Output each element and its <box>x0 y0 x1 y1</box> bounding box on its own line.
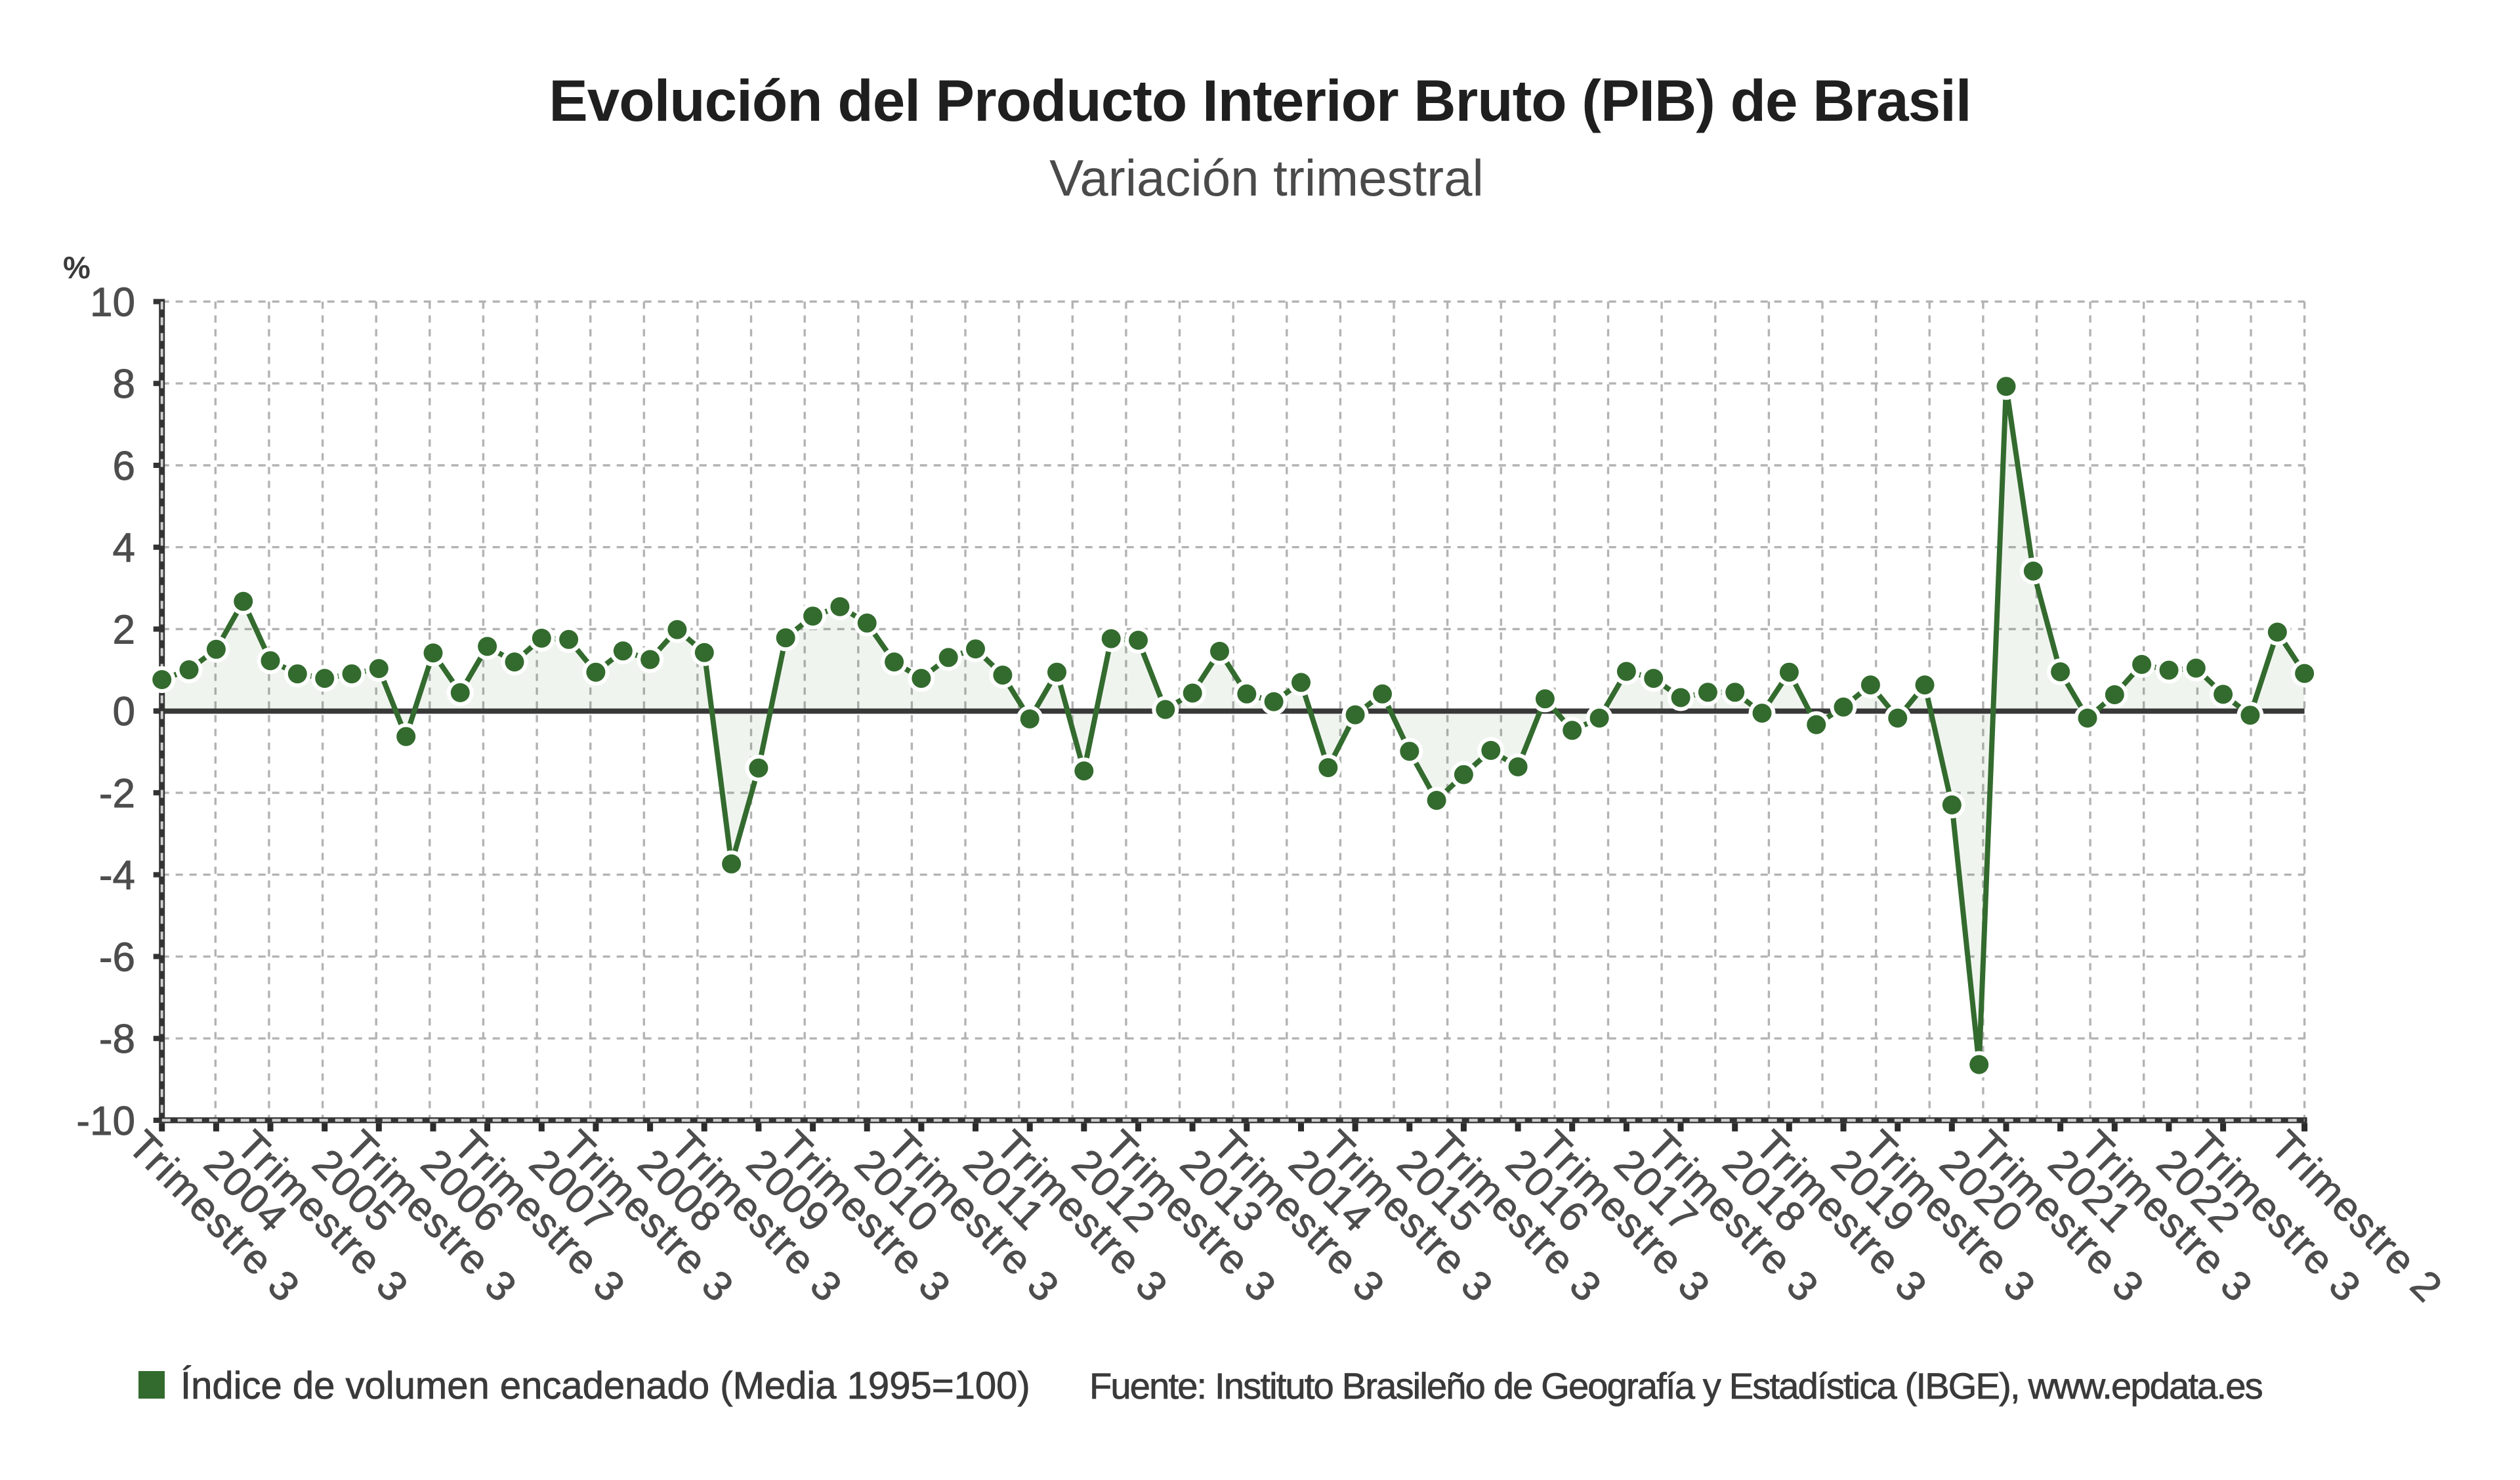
svg-text:-2: -2 <box>99 771 135 816</box>
svg-text:-10: -10 <box>76 1099 135 1144</box>
svg-text:2: 2 <box>113 608 135 653</box>
svg-text:Variación trimestral: Variación trimestral <box>1049 149 1484 207</box>
svg-text:-6: -6 <box>99 935 135 980</box>
svg-text:Índice de volumen encadenado (: Índice de volumen encadenado (Media 1995… <box>180 1364 1030 1407</box>
svg-text:6: 6 <box>113 444 135 489</box>
svg-text:Evolución del Producto Interio: Evolución del Producto Interior Bruto (P… <box>549 68 1971 133</box>
svg-text:Fuente: Instituto Brasileño de: Fuente: Instituto Brasileño de Geografía… <box>1089 1365 2262 1406</box>
svg-text:8: 8 <box>113 362 135 407</box>
svg-text:4: 4 <box>113 526 135 571</box>
svg-text:%: % <box>63 250 91 285</box>
svg-text:-4: -4 <box>99 853 135 899</box>
svg-text:0: 0 <box>113 689 135 734</box>
svg-text:10: 10 <box>90 280 135 326</box>
svg-text:-8: -8 <box>99 1017 135 1062</box>
